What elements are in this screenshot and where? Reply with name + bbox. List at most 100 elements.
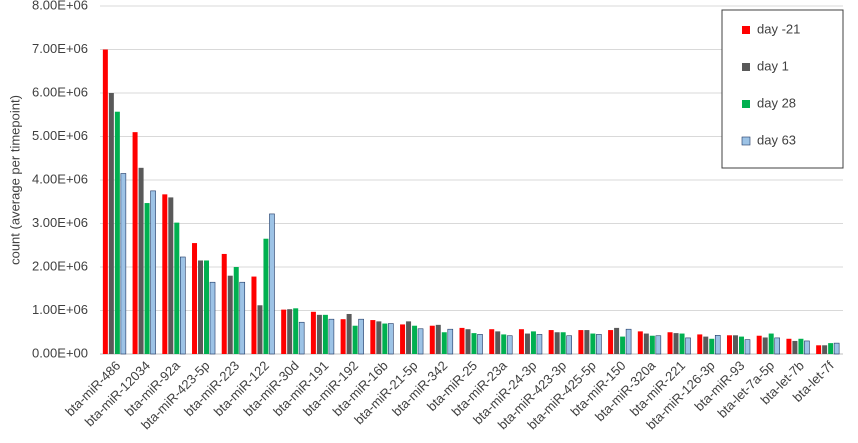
bar bbox=[257, 305, 263, 354]
bar bbox=[310, 311, 316, 354]
bar bbox=[643, 333, 649, 354]
legend-swatch bbox=[741, 136, 751, 146]
bar bbox=[774, 337, 781, 355]
bar bbox=[138, 167, 144, 354]
y-tick-label: 0.00E+00 bbox=[32, 345, 88, 360]
bar bbox=[614, 327, 620, 354]
bar bbox=[798, 338, 804, 354]
bar bbox=[459, 327, 465, 354]
bar bbox=[263, 238, 269, 354]
bar bbox=[198, 260, 204, 354]
bar bbox=[233, 267, 239, 354]
bar bbox=[340, 319, 346, 354]
bar bbox=[471, 333, 477, 354]
bar bbox=[816, 345, 822, 354]
bar bbox=[786, 338, 792, 354]
bar bbox=[465, 329, 471, 354]
bar bbox=[376, 321, 382, 354]
bar bbox=[649, 335, 655, 354]
bar bbox=[530, 331, 536, 354]
bar bbox=[162, 194, 168, 354]
bar bbox=[756, 335, 762, 354]
bar bbox=[293, 308, 299, 354]
bar bbox=[227, 275, 233, 354]
bar bbox=[412, 325, 418, 354]
bar bbox=[328, 318, 335, 355]
bar bbox=[150, 190, 156, 355]
bar bbox=[518, 329, 524, 354]
bar bbox=[714, 334, 721, 355]
bar bbox=[697, 334, 703, 354]
bar bbox=[358, 318, 364, 355]
bar bbox=[667, 332, 673, 354]
bar bbox=[637, 331, 643, 354]
bar bbox=[120, 173, 127, 355]
bar bbox=[625, 328, 632, 355]
bar bbox=[180, 256, 186, 355]
bar bbox=[417, 328, 424, 355]
bar bbox=[536, 334, 543, 355]
bar bbox=[400, 324, 406, 354]
legend-swatch bbox=[742, 100, 750, 108]
bar bbox=[144, 203, 150, 354]
bar bbox=[726, 335, 732, 354]
bar bbox=[738, 336, 744, 354]
bar bbox=[429, 325, 435, 354]
bar bbox=[560, 332, 566, 354]
bar bbox=[174, 222, 180, 354]
bar bbox=[287, 309, 293, 354]
bar bbox=[685, 337, 691, 355]
y-tick-label: 6.00E+06 bbox=[32, 84, 88, 99]
bar bbox=[596, 334, 602, 355]
bar bbox=[406, 321, 412, 354]
y-tick-label: 7.00E+06 bbox=[32, 41, 88, 56]
bar bbox=[524, 333, 530, 354]
bar bbox=[382, 323, 388, 354]
y-tick-label: 3.00E+06 bbox=[32, 215, 88, 230]
bar bbox=[370, 320, 376, 354]
bar bbox=[388, 323, 394, 355]
legend-swatch bbox=[742, 63, 750, 71]
bar bbox=[352, 325, 358, 354]
bar bbox=[221, 253, 227, 354]
bar bbox=[709, 338, 715, 354]
legend-label: day 28 bbox=[757, 95, 796, 110]
bar bbox=[251, 276, 257, 354]
legend-label: day 63 bbox=[757, 132, 796, 147]
bar bbox=[655, 335, 662, 355]
bar bbox=[132, 132, 138, 354]
bar bbox=[828, 343, 834, 354]
bar bbox=[768, 333, 774, 354]
bar bbox=[762, 337, 768, 354]
bar bbox=[192, 243, 198, 354]
y-tick-label: 2.00E+06 bbox=[32, 258, 88, 273]
bar bbox=[584, 330, 590, 354]
bar bbox=[548, 330, 554, 354]
bar bbox=[204, 260, 210, 354]
bar bbox=[441, 332, 447, 354]
bar bbox=[298, 321, 305, 355]
bar bbox=[447, 328, 454, 355]
bar bbox=[804, 340, 810, 355]
bar bbox=[322, 314, 328, 354]
legend-swatch bbox=[742, 26, 750, 34]
bar bbox=[269, 213, 275, 355]
bar bbox=[744, 339, 751, 355]
y-axis-title: count (average per timepoint) bbox=[7, 95, 22, 265]
bar bbox=[620, 336, 626, 354]
legend-label: day -21 bbox=[757, 21, 800, 36]
y-tick-label: 4.00E+06 bbox=[32, 171, 88, 186]
bar bbox=[792, 340, 798, 354]
bar bbox=[316, 314, 322, 354]
y-tick-label: 5.00E+06 bbox=[32, 128, 88, 143]
bar bbox=[108, 93, 114, 354]
bar bbox=[822, 345, 828, 354]
bar bbox=[578, 330, 584, 354]
bar bbox=[489, 329, 495, 354]
bar bbox=[679, 333, 685, 354]
y-tick-label: 8.00E+06 bbox=[32, 0, 88, 12]
legend-label: day 1 bbox=[757, 58, 789, 73]
bar bbox=[566, 335, 572, 355]
bar bbox=[501, 334, 507, 354]
